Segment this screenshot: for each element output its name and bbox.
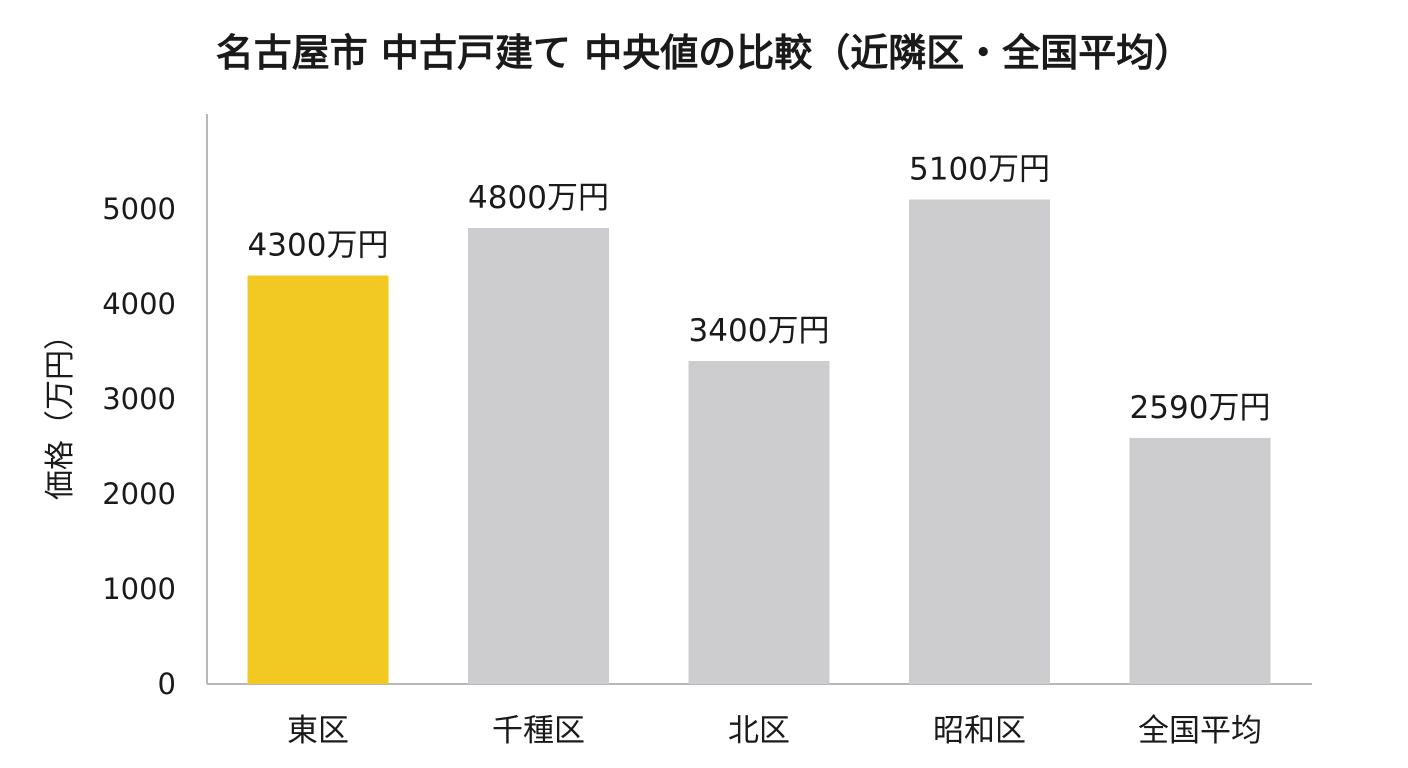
- chart-title: 名古屋市 中古戸建て 中央値の比較（近隣区・全国平均）: [216, 31, 1192, 75]
- x-category-label: 昭和区: [933, 713, 1026, 749]
- y-tick-label: 2000: [102, 477, 176, 511]
- bar-value-label: 2590万円: [1130, 390, 1271, 426]
- x-category-label: 千種区: [492, 713, 585, 749]
- y-tick-label: 4000: [102, 287, 176, 321]
- bars-group: 4300万円 4800万円 3400万円 5100万円 2590万円: [247, 152, 1271, 684]
- y-tick-label: 5000: [102, 192, 176, 226]
- y-tick-label: 3000: [102, 382, 176, 416]
- y-ticks-group: 0 1000 2000 3000 4000 5000: [102, 192, 176, 701]
- bar-value-label: 4300万円: [248, 228, 389, 264]
- bar: [468, 228, 609, 684]
- y-axis-title: 価格（万円）: [43, 320, 78, 500]
- y-tick-label: 0: [158, 667, 176, 701]
- bar: [688, 361, 830, 684]
- x-categories-group: 東区 千種区 北区 昭和区 全国平均: [287, 713, 1262, 749]
- bar: [1129, 437, 1271, 684]
- x-category-label: 北区: [728, 713, 790, 749]
- bar: [909, 199, 1050, 684]
- bar: [247, 275, 389, 684]
- bar-value-label: 3400万円: [689, 313, 830, 349]
- x-category-label: 全国平均: [1138, 713, 1262, 749]
- x-category-label: 東区: [287, 713, 349, 749]
- bar-value-label: 4800万円: [468, 180, 609, 216]
- bar-value-label: 5100万円: [909, 152, 1050, 188]
- y-tick-label: 1000: [102, 572, 176, 606]
